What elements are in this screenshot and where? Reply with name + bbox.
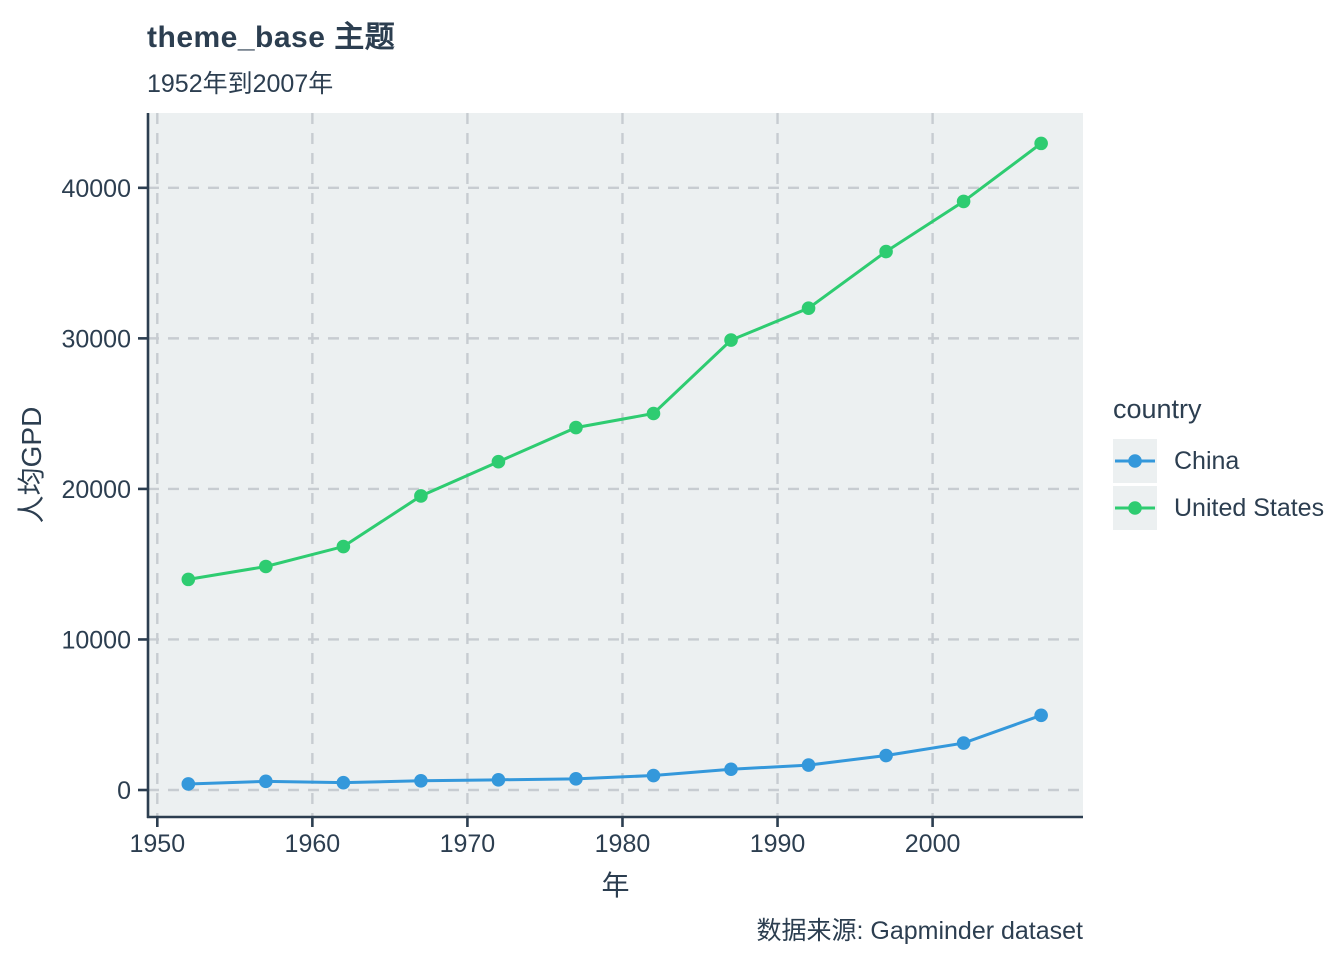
series-line-china — [188, 713, 1042, 786]
data-point-china — [414, 773, 428, 788]
y-tick-label: 30000 — [61, 325, 131, 353]
data-point-united-states — [1034, 136, 1048, 151]
x-tick-label: 1980 — [595, 830, 651, 858]
legend-title: country — [1113, 394, 1202, 424]
legend: country China United States — [1113, 394, 1324, 533]
data-point-china — [491, 773, 506, 787]
data-point-united-states — [646, 406, 661, 421]
data-point-china — [336, 775, 351, 790]
data-point-united-states — [801, 301, 816, 315]
data-point-united-states — [724, 333, 738, 347]
x-tick-label: 1990 — [750, 830, 806, 858]
data-point-united-states — [569, 420, 583, 435]
y-tick-label: 40000 — [61, 175, 131, 203]
chart-subtitle: 1952年到2007年 — [147, 70, 334, 98]
chart-title: theme_base 主题 — [147, 21, 396, 54]
x-tick-label: 2000 — [905, 830, 961, 858]
x-axis-title: 年 — [601, 870, 630, 901]
legend-label: China — [1174, 446, 1240, 475]
y-tick-label: 10000 — [61, 626, 131, 654]
series-line-united-states — [188, 142, 1043, 581]
legend-item-china: China — [1113, 439, 1324, 483]
data-point-china — [569, 772, 583, 786]
data-point-china — [801, 758, 816, 772]
data-point-china — [724, 762, 738, 777]
y-tick-label: 0 — [117, 777, 131, 805]
data-point-china — [259, 774, 273, 789]
x-tick-label: 1960 — [285, 830, 341, 858]
data-point-china — [181, 777, 196, 791]
data-point-united-states — [414, 489, 428, 503]
data-point-china — [1034, 708, 1048, 723]
legend-label: United States — [1174, 493, 1325, 522]
data-point-united-states — [181, 572, 196, 587]
legend-key-icon — [1113, 439, 1157, 483]
legend-key-icon — [1113, 486, 1157, 530]
x-tick-label: 1950 — [129, 830, 185, 858]
chart-caption: 数据来源: Gapminder dataset — [756, 917, 1083, 945]
y-tick-label: 20000 — [61, 476, 131, 504]
legend-items: China United States — [1113, 439, 1324, 530]
data-point-china — [956, 736, 971, 750]
data-point-china — [646, 768, 661, 783]
y-axis-title: 人均GPD — [16, 406, 47, 524]
legend-item-united-states: United States — [1113, 486, 1324, 530]
data-point-united-states — [259, 559, 273, 574]
data-point-china — [879, 748, 893, 763]
data-point-united-states — [491, 454, 506, 469]
panel-background — [148, 113, 1083, 817]
data-point-united-states — [879, 244, 893, 259]
data-point-united-states — [956, 194, 971, 209]
x-tick-label: 1970 — [440, 830, 496, 858]
data-point-united-states — [336, 539, 351, 554]
